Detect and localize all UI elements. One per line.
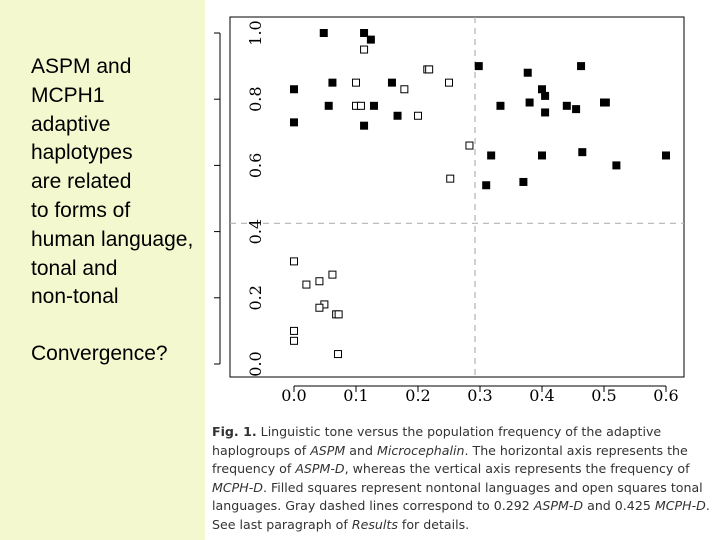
open-square-point — [425, 65, 434, 74]
open-square-point — [445, 78, 453, 87]
open-square-point — [290, 336, 298, 345]
open-square-point — [315, 303, 324, 312]
open-square-point — [465, 141, 474, 150]
filled-square-point — [324, 101, 333, 110]
y-tick-label: 0.2 — [246, 285, 265, 310]
open-square-point — [334, 350, 343, 359]
filled-square-point — [487, 151, 496, 160]
figure-caption: Fig. 1. Linguistic tone versus the popul… — [212, 423, 718, 535]
y-tick-label: 0.4 — [246, 219, 265, 244]
filled-square-point — [360, 29, 369, 37]
filled-square-point — [366, 35, 375, 44]
filled-square-point — [387, 78, 396, 87]
filled-square-point — [519, 177, 528, 186]
open-square-point — [290, 326, 298, 335]
filled-square-point — [369, 101, 378, 110]
open-square-point — [290, 257, 298, 266]
filled-square-point — [541, 91, 550, 100]
filled-square-point — [538, 151, 546, 160]
filled-square-point — [319, 29, 328, 37]
filled-square-point — [328, 78, 337, 87]
y-tick-label: 1.0 — [246, 20, 265, 45]
filled-square-point — [577, 62, 586, 71]
filled-square-point — [482, 181, 491, 190]
filled-square-point — [612, 161, 621, 170]
open-square-point — [400, 85, 409, 94]
open-square-point — [356, 101, 365, 110]
caption-label: Fig. 1. — [212, 424, 257, 439]
slide-text-panel: ASPM and MCPH1 adaptive haplotypes are r… — [0, 0, 205, 540]
open-square-point — [360, 45, 369, 54]
open-square-point — [446, 174, 455, 183]
x-tick-label: 0.6 — [653, 386, 678, 405]
open-square-point — [302, 280, 311, 289]
y-tick-label: 0.6 — [246, 153, 265, 178]
x-tick-label: 0.5 — [591, 386, 616, 405]
filled-square-point — [562, 101, 571, 110]
filled-square-point — [538, 85, 546, 94]
scatter-plot: 0.0 0.1 0.2 0.3 0.4 0.5 0.6 0.0 0.2 0.4 0.6 0.8 1.0 — [214, 16, 685, 405]
filled-square-point — [393, 111, 402, 120]
slide-main-text: ASPM and MCPH1 adaptive haplotypes are r… — [31, 55, 194, 309]
open-square-point — [352, 78, 360, 87]
x-tick-label: 0.0 — [281, 386, 306, 405]
open-square-point — [334, 310, 343, 319]
slide-question-text: Convergence? — [31, 342, 168, 365]
filled-square-point — [496, 101, 505, 110]
filled-square-point — [290, 118, 298, 127]
filled-square-point — [601, 98, 610, 107]
x-tick-label: 0.1 — [343, 386, 368, 405]
caption-text: Linguistic tone versus the population fr… — [212, 424, 710, 532]
filled-square-point — [541, 108, 550, 117]
x-tick-label: 0.3 — [467, 386, 492, 405]
filled-square-point — [662, 151, 670, 160]
y-tick-label: 0.8 — [246, 86, 265, 111]
open-square-point — [328, 270, 337, 279]
x-tick-label: 0.2 — [405, 386, 430, 405]
filled-square-point — [578, 148, 587, 157]
filled-square-point — [360, 121, 369, 130]
y-tick-label: 0.0 — [246, 351, 265, 376]
filled-square-point — [474, 62, 483, 71]
open-square-point — [414, 111, 422, 120]
filled-square-point — [525, 98, 534, 107]
x-tick-label: 0.4 — [529, 386, 554, 405]
filled-square-point — [572, 105, 581, 114]
plot-frame — [229, 16, 685, 378]
open-square-point — [315, 277, 324, 286]
filled-square-point — [523, 68, 532, 77]
filled-square-point — [290, 85, 298, 94]
